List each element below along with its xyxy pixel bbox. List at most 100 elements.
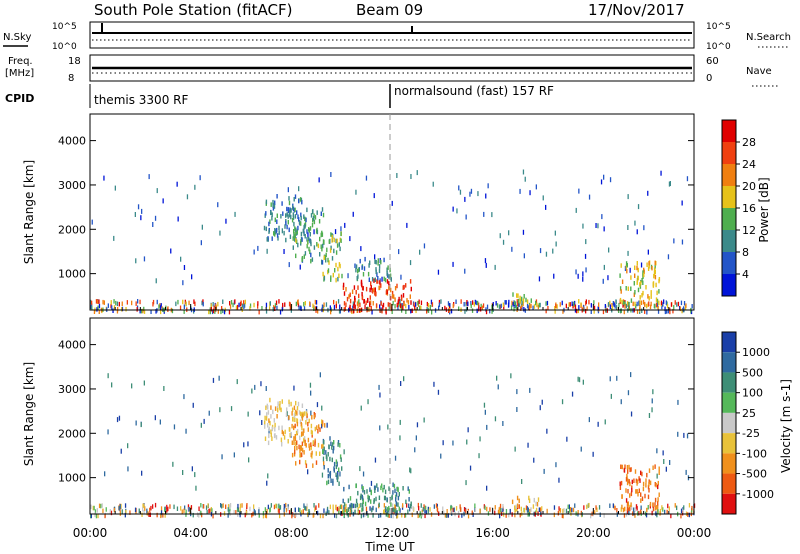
echo-cell-region-1 — [311, 430, 313, 435]
echo-cell-region-0 — [264, 420, 266, 425]
noise-cell — [318, 503, 320, 508]
noise-cell — [573, 301, 575, 307]
noise-cell — [200, 503, 202, 508]
noise-cell — [352, 301, 354, 306]
freq-label-1: Freq. — [8, 56, 33, 67]
noise-cell — [518, 504, 520, 509]
scatter-cell — [437, 269, 440, 275]
scatter-cell — [319, 372, 321, 378]
noise-cell — [279, 513, 281, 519]
noise-cell — [392, 513, 394, 519]
scatter-cell — [629, 267, 631, 273]
scatter-cell — [339, 471, 341, 477]
echo-cell-region-3 — [362, 286, 364, 291]
scatter-cell — [508, 230, 510, 236]
echo-cell-region-2 — [332, 481, 334, 486]
scatter-cell — [400, 381, 402, 386]
noise-cell — [358, 299, 360, 304]
echo-cell-region-5 — [513, 300, 516, 306]
noise-cell — [525, 505, 528, 510]
echo-cell-region-0 — [267, 440, 270, 446]
echo-cell-region-6 — [637, 287, 640, 293]
echo-cell-region-1 — [304, 234, 306, 239]
noise-cell — [323, 302, 325, 307]
echo-cell-region-3 — [369, 300, 372, 305]
echo-cell-region-1 — [323, 461, 325, 466]
noise-cell — [244, 512, 246, 518]
scatter-cell — [141, 208, 143, 214]
noise-cell — [342, 509, 344, 514]
colorbar-segment — [722, 274, 736, 296]
echo-cell-region-3 — [375, 496, 377, 502]
echo-cell-region-1 — [314, 426, 316, 432]
noise-cell — [541, 506, 543, 511]
scatter-cell — [609, 376, 611, 382]
noise-cell — [144, 506, 146, 511]
scatter-cell — [326, 422, 328, 428]
noise-cell — [676, 505, 678, 511]
echo-cell-region-3 — [379, 513, 382, 518]
echo-cell-region-0 — [274, 200, 276, 205]
echo-cell-region-1 — [297, 242, 299, 248]
echo-cell-region-1 — [301, 441, 304, 446]
echo-cell-region-0 — [292, 215, 295, 220]
echo-cell-region-6 — [627, 286, 629, 291]
echo-cell-region-0 — [286, 224, 288, 230]
echo-cell-region-3 — [354, 295, 356, 301]
noise-cell — [361, 507, 363, 513]
scatter-cell — [293, 385, 295, 391]
echo-cell-region-5 — [521, 300, 523, 306]
scatter-cell — [571, 391, 574, 397]
echo-cell-region-1 — [312, 217, 314, 223]
scatter-cell — [511, 246, 513, 252]
noise-cell — [295, 512, 297, 517]
station-title: South Pole Station (fitACF) — [94, 1, 292, 19]
scatter-cell — [575, 269, 577, 275]
noise-cell — [528, 305, 530, 310]
noise-cell — [571, 301, 573, 306]
echo-cell-region-0 — [265, 211, 267, 216]
noise-cell — [593, 300, 595, 305]
noise-cell — [662, 302, 664, 307]
freq-label-2: [MHz] — [5, 68, 34, 79]
colorbar-segment — [722, 412, 736, 434]
noise-cell — [118, 506, 120, 511]
noise-cell — [683, 306, 685, 311]
echo-cell-region-3 — [362, 512, 365, 518]
echo-cell-region-2 — [333, 440, 335, 445]
echo-cell-region-5 — [627, 489, 629, 494]
scatter-cell — [616, 375, 618, 381]
echo-cell-region-5 — [627, 478, 629, 483]
noise-cell — [91, 300, 93, 306]
noise-cell — [228, 309, 231, 315]
echo-cell-region-1 — [298, 220, 301, 225]
echo-cell-region-0 — [287, 214, 289, 219]
noise-cell — [603, 513, 605, 518]
noise-cell — [309, 301, 311, 306]
echo-cell-region-0 — [265, 199, 268, 205]
noise-cell — [567, 504, 569, 510]
noise-cell — [274, 303, 277, 308]
noise-cell — [217, 309, 219, 314]
scatter-cell — [236, 379, 238, 385]
echo-cell-region-3 — [351, 289, 354, 294]
noise-cell — [92, 505, 94, 511]
echo-cell-region-0 — [276, 194, 278, 199]
scatter-cell — [640, 262, 643, 268]
echo-cell-region-3 — [394, 297, 396, 302]
echo-cell-region-6 — [619, 297, 622, 303]
noise-cell — [306, 506, 308, 512]
scatter-cell — [273, 203, 276, 209]
noise-cell — [214, 309, 216, 314]
scatter-cell — [409, 260, 412, 266]
echo-cell-region-0 — [274, 427, 276, 432]
noise-cell — [95, 299, 98, 304]
echo-cell-region-4 — [386, 267, 388, 272]
noise-cell — [375, 507, 377, 513]
scatter-cell — [660, 170, 662, 176]
noise-cell — [400, 304, 403, 310]
echo-cell-region-0 — [285, 220, 287, 226]
echo-cell-region-5 — [631, 479, 633, 485]
noise-cell — [275, 503, 277, 509]
noise-cell — [171, 308, 174, 314]
